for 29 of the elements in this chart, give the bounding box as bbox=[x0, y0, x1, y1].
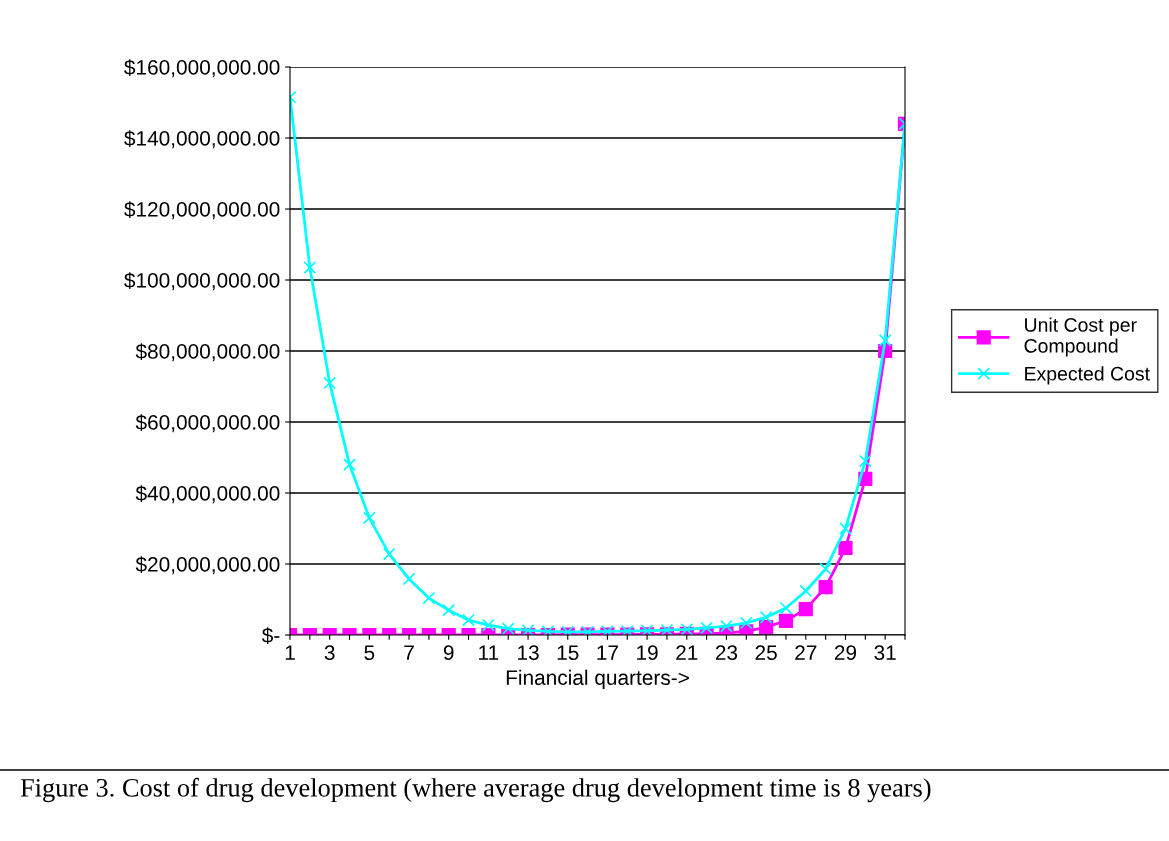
x-tick-label: 27 bbox=[795, 645, 817, 660]
x-tick-label: 19 bbox=[637, 645, 658, 661]
x-tick-label: 13 bbox=[518, 645, 539, 661]
y-tick-label: $100,000,000.00 bbox=[124, 272, 280, 291]
x-tick-label: 9 bbox=[443, 645, 454, 661]
y-tick-label: $20,000,000.00 bbox=[135, 556, 280, 575]
x-tick-label: 31 bbox=[874, 645, 896, 661]
x-tick-label: 11 bbox=[479, 645, 499, 660]
y-tick-label: $80,000,000.00 bbox=[135, 343, 280, 362]
x-axis-title: Financial quarters-> bbox=[506, 669, 689, 690]
y-tick-label: $- bbox=[261, 627, 280, 644]
y-tick-label: $120,000,000.00 bbox=[124, 201, 280, 220]
legend-label: Unit Cost per Compound bbox=[1024, 317, 1137, 357]
x-tick-label: 21 bbox=[676, 645, 698, 660]
y-tick-label: $140,000,000.00 bbox=[124, 130, 280, 149]
x-tick-label: 15 bbox=[557, 645, 579, 661]
y-tick-label: $160,000,000.00 bbox=[124, 59, 280, 78]
x-tick-label: 23 bbox=[715, 645, 738, 661]
x-tick-label: 29 bbox=[834, 645, 857, 661]
caption: Figure 3. Cost of drug development (where average drug development time is 8 years) bbox=[20, 777, 931, 803]
x-tick-label: 5 bbox=[364, 645, 375, 661]
x-tick-label: 1 bbox=[285, 645, 295, 660]
legend-label: Expected Cost bbox=[1025, 366, 1150, 385]
x-tick-label: 25 bbox=[755, 645, 777, 661]
x-tick-label: 7 bbox=[404, 645, 414, 660]
x-tick-label: 17 bbox=[597, 645, 618, 660]
y-tick-label: $60,000,000.00 bbox=[135, 414, 280, 433]
y-tick-label: $40,000,000.00 bbox=[135, 485, 280, 504]
x-tick-label: 3 bbox=[324, 645, 335, 661]
